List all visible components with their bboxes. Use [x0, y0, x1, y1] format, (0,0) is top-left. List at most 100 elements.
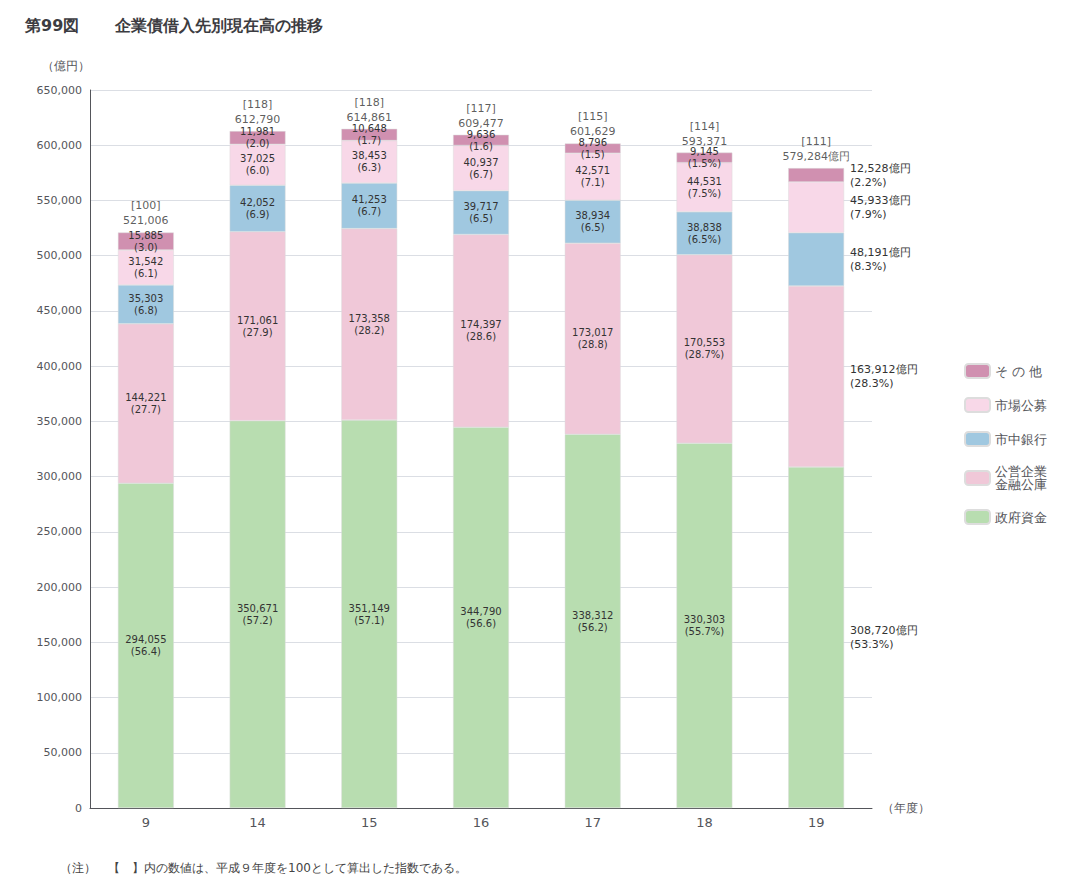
svg-text:35,303: 35,303 — [128, 293, 163, 304]
svg-text:(56.2): (56.2) — [578, 622, 608, 633]
svg-text:579,284億円: 579,284億円 — [782, 150, 850, 163]
svg-text:300,000: 300,000 — [37, 470, 83, 483]
svg-text:42,571: 42,571 — [575, 165, 610, 176]
svg-text:(28.8): (28.8) — [578, 339, 608, 350]
svg-text:(28.3%): (28.3%) — [850, 377, 894, 390]
svg-text:40,937: 40,937 — [464, 157, 499, 168]
svg-text:150,000: 150,000 — [37, 636, 83, 649]
svg-text:19: 19 — [808, 815, 825, 830]
svg-text:(3.0): (3.0) — [134, 242, 158, 253]
svg-text:(2.2%): (2.2%) — [850, 176, 887, 189]
svg-text:(6.0): (6.0) — [246, 165, 270, 176]
svg-text:330,303: 330,303 — [684, 614, 725, 625]
svg-text:(1.7): (1.7) — [357, 135, 381, 146]
svg-text:350,000: 350,000 — [37, 415, 83, 428]
svg-text:50,000: 50,000 — [44, 746, 83, 759]
svg-text:338,312: 338,312 — [572, 610, 613, 621]
svg-text:173,358: 173,358 — [349, 313, 390, 324]
svg-text:(57.2): (57.2) — [243, 615, 273, 626]
svg-text:(6.5): (6.5) — [469, 213, 493, 224]
svg-text:171,061: 171,061 — [237, 315, 278, 326]
svg-text:614,861: 614,861 — [347, 111, 393, 124]
svg-text:500,000: 500,000 — [37, 249, 83, 262]
svg-text:(57.1): (57.1) — [354, 615, 384, 626]
svg-text:(7.5%): (7.5%) — [688, 188, 721, 199]
svg-text:9: 9 — [142, 815, 150, 830]
svg-text:170,553: 170,553 — [684, 337, 725, 348]
svg-text:(1.6): (1.6) — [469, 141, 493, 152]
svg-text:市場公募: 市場公募 — [995, 398, 1047, 413]
svg-text:200,000: 200,000 — [37, 581, 83, 594]
svg-text:45,933億円: 45,933億円 — [850, 194, 911, 207]
svg-text:[114]: [114] — [690, 120, 720, 133]
svg-text:(7.9%): (7.9%) — [850, 208, 887, 221]
svg-text:18: 18 — [696, 815, 713, 830]
svg-text:(6.7): (6.7) — [469, 169, 493, 180]
svg-text:14: 14 — [249, 815, 266, 830]
svg-text:第99図: 第99図 — [24, 16, 79, 35]
svg-text:351,149: 351,149 — [349, 603, 390, 614]
svg-text:(6.1): (6.1) — [134, 268, 158, 279]
svg-text:(28.2): (28.2) — [354, 325, 384, 336]
svg-text:16: 16 — [473, 815, 490, 830]
svg-text:(6.5): (6.5) — [581, 222, 605, 233]
svg-text:0: 0 — [75, 802, 82, 815]
svg-text:金融公庫: 金融公庫 — [995, 477, 1047, 492]
svg-text:173,017: 173,017 — [572, 327, 613, 338]
svg-text:(6.8): (6.8) — [134, 305, 158, 316]
svg-text:163,912億円: 163,912億円 — [850, 363, 918, 376]
svg-text:[118]: [118] — [354, 96, 384, 109]
svg-text:(7.1): (7.1) — [581, 177, 605, 188]
svg-text:(55.7%): (55.7%) — [685, 626, 725, 637]
svg-text:（億円）: （億円） — [42, 59, 90, 73]
svg-text:609,477: 609,477 — [458, 117, 504, 130]
svg-text:15,885: 15,885 — [128, 230, 163, 241]
svg-text:450,000: 450,000 — [37, 304, 83, 317]
svg-text:600,000: 600,000 — [37, 139, 83, 152]
svg-text:（注） 【 】内の数値は、平成９年度を100として算出した指: （注） 【 】内の数値は、平成９年度を100として算出した指数である。 — [60, 861, 467, 875]
svg-text:(6.7): (6.7) — [357, 206, 381, 217]
svg-text:15: 15 — [361, 815, 378, 830]
svg-text:550,000: 550,000 — [37, 194, 83, 207]
svg-text:11,981: 11,981 — [240, 126, 275, 137]
svg-text:308,720億円: 308,720億円 — [850, 624, 918, 637]
svg-text:9,145: 9,145 — [690, 146, 719, 157]
svg-text:593,371: 593,371 — [682, 135, 728, 148]
svg-text:100,000: 100,000 — [37, 691, 83, 704]
svg-text:[111]: [111] — [801, 135, 831, 148]
svg-text:(6.9): (6.9) — [246, 209, 270, 220]
svg-text:12,528億円: 12,528億円 — [850, 162, 911, 175]
svg-text:(28.6): (28.6) — [466, 331, 496, 342]
svg-text:350,671: 350,671 — [237, 603, 278, 614]
svg-text:144,221: 144,221 — [125, 392, 166, 403]
svg-text:9,636: 9,636 — [467, 129, 496, 140]
svg-text:[100]: [100] — [131, 199, 161, 212]
svg-text:294,055: 294,055 — [125, 634, 166, 645]
svg-text:(56.4): (56.4) — [131, 646, 161, 657]
svg-text:(56.6): (56.6) — [466, 618, 496, 629]
svg-text:38,838: 38,838 — [687, 222, 722, 233]
svg-text:37,025: 37,025 — [240, 153, 275, 164]
svg-text:（年度）: （年度） — [882, 801, 930, 815]
svg-text:[118]: [118] — [243, 98, 273, 111]
svg-text:344,790: 344,790 — [460, 606, 501, 617]
svg-text:そ の 他: そ の 他 — [995, 364, 1042, 379]
svg-text:(2.0): (2.0) — [246, 138, 270, 149]
svg-text:(27.7): (27.7) — [131, 404, 161, 415]
svg-text:42,052: 42,052 — [240, 197, 275, 208]
svg-text:400,000: 400,000 — [37, 360, 83, 373]
svg-text:(27.9): (27.9) — [243, 327, 273, 338]
svg-text:44,531: 44,531 — [687, 176, 722, 187]
svg-text:250,000: 250,000 — [37, 525, 83, 538]
svg-text:521,006: 521,006 — [123, 214, 169, 227]
svg-text:39,717: 39,717 — [464, 201, 499, 212]
svg-text:[117]: [117] — [466, 102, 496, 115]
svg-text:10,648: 10,648 — [352, 123, 387, 134]
svg-text:8,796: 8,796 — [578, 137, 607, 148]
svg-text:41,253: 41,253 — [352, 194, 387, 205]
svg-text:31,542: 31,542 — [128, 256, 163, 267]
svg-text:601,629: 601,629 — [570, 125, 616, 138]
svg-text:(8.3%): (8.3%) — [850, 260, 887, 273]
svg-text:48,191億円: 48,191億円 — [850, 246, 911, 259]
svg-text:612,790: 612,790 — [235, 113, 281, 126]
